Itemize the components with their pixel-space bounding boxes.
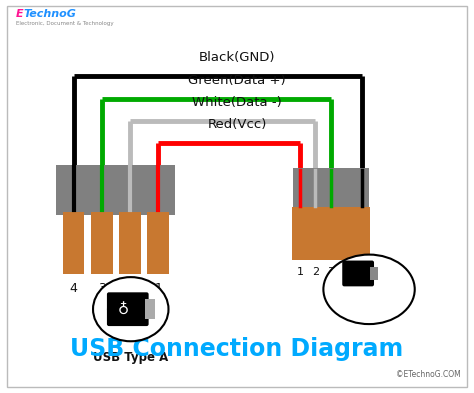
- Text: 3: 3: [328, 268, 334, 277]
- Text: 3: 3: [98, 283, 106, 296]
- Circle shape: [107, 305, 115, 313]
- Bar: [63, 212, 84, 274]
- Bar: [56, 165, 175, 215]
- Text: White(Data -): White(Data -): [192, 95, 282, 108]
- Text: 1: 1: [297, 268, 303, 277]
- Bar: [292, 207, 308, 259]
- Bar: [147, 212, 169, 274]
- Bar: [354, 207, 370, 259]
- Text: USB Type A: USB Type A: [93, 351, 168, 364]
- Text: 2: 2: [312, 268, 319, 277]
- Bar: [338, 207, 354, 259]
- Bar: [308, 207, 323, 259]
- Text: Electronic, Document & Technology: Electronic, Document & Technology: [16, 21, 113, 26]
- Text: 1: 1: [154, 283, 162, 296]
- Text: ©ETechnoG.COM: ©ETechnoG.COM: [396, 370, 460, 379]
- FancyBboxPatch shape: [370, 266, 378, 280]
- Text: Type B: Type B: [348, 306, 390, 316]
- Text: Micro USB: Micro USB: [337, 294, 401, 304]
- Text: E: E: [16, 9, 23, 19]
- Text: 4: 4: [343, 268, 350, 277]
- Text: Red(Vcc): Red(Vcc): [207, 118, 267, 132]
- Bar: [91, 212, 113, 274]
- Ellipse shape: [93, 277, 168, 341]
- Bar: [119, 212, 141, 274]
- Text: 2: 2: [126, 283, 134, 296]
- Text: Black(GND): Black(GND): [199, 51, 275, 64]
- FancyBboxPatch shape: [107, 292, 149, 326]
- Bar: [292, 168, 369, 210]
- Text: 4: 4: [70, 283, 78, 296]
- Ellipse shape: [323, 255, 415, 324]
- Bar: [323, 207, 339, 259]
- Text: ♁: ♁: [117, 302, 128, 317]
- Text: USB Connection Diagram: USB Connection Diagram: [70, 337, 404, 361]
- Text: TechnoG: TechnoG: [24, 9, 76, 19]
- FancyBboxPatch shape: [145, 299, 155, 319]
- FancyBboxPatch shape: [342, 261, 374, 286]
- Text: 5: 5: [358, 268, 365, 277]
- Text: Green(Data +): Green(Data +): [188, 74, 286, 87]
